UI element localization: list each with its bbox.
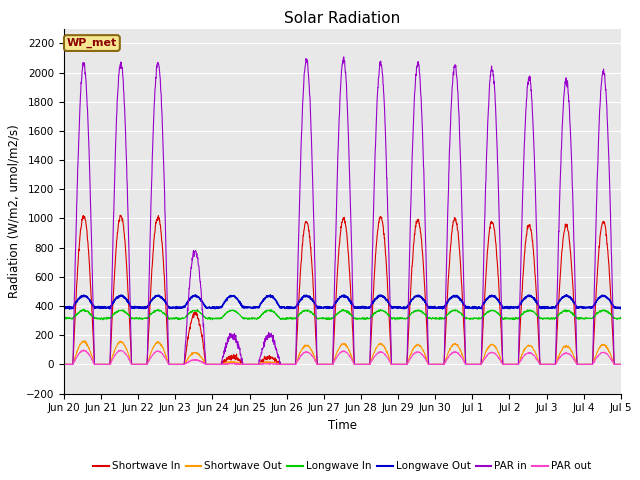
Longwave In [359,316,367,322]
Line: Shortwave Out: Shortwave Out [64,341,621,364]
Shortwave Out [216,361,223,367]
Longwave Out [66,306,74,312]
Longwave In [60,316,68,322]
Shortwave In [371,265,379,271]
Longwave Out [371,298,379,303]
Title: Solar Radiation: Solar Radiation [284,11,401,26]
Shortwave Out [371,348,379,354]
Longwave Out [568,296,576,302]
Shortwave In [504,361,512,367]
Shortwave In [359,361,367,367]
Shortwave Out [568,348,575,354]
PAR out [60,361,68,367]
PAR in [584,361,591,367]
Longwave Out [584,305,591,311]
Longwave In [99,317,106,323]
Shortwave Out [81,338,89,344]
Line: Shortwave In: Shortwave In [64,215,621,364]
X-axis label: Time: Time [328,419,357,432]
Line: PAR in: PAR in [64,57,621,364]
Y-axis label: Radiation (W/m2, umol/m2/s): Radiation (W/m2, umol/m2/s) [7,124,20,298]
PAR in [216,361,223,367]
PAR out [584,361,591,367]
Shortwave Out [504,361,512,367]
Shortwave In [116,212,124,218]
Longwave Out [563,292,570,298]
PAR in [568,163,575,169]
Longwave In [216,315,223,321]
Line: PAR out: PAR out [64,350,621,364]
PAR out [216,361,223,367]
PAR out [504,361,512,367]
Line: Longwave In: Longwave In [64,309,621,320]
Longwave Out [359,303,367,309]
Shortwave In [60,361,68,367]
PAR out [359,361,367,367]
Shortwave Out [584,361,591,367]
PAR in [340,54,348,60]
PAR out [568,354,575,360]
Longwave In [505,315,513,321]
PAR in [504,361,512,367]
Shortwave Out [617,361,625,367]
Shortwave In [568,267,575,273]
PAR out [617,361,625,367]
Text: WP_met: WP_met [67,38,117,48]
PAR in [359,361,367,367]
Longwave Out [216,304,223,310]
PAR in [60,361,68,367]
Shortwave Out [359,361,367,367]
Longwave In [80,306,88,312]
Longwave In [584,315,591,321]
PAR out [80,347,88,353]
Longwave In [371,310,379,316]
Legend: Shortwave In, Shortwave Out, Longwave In, Longwave Out, PAR in, PAR out: Shortwave In, Shortwave Out, Longwave In… [89,457,596,476]
PAR in [371,166,379,171]
Longwave Out [617,306,625,312]
PAR in [617,361,625,367]
Shortwave In [617,361,625,367]
Shortwave In [216,361,223,367]
Shortwave Out [60,361,68,367]
Line: Longwave Out: Longwave Out [64,295,621,309]
PAR out [371,353,379,359]
Longwave In [568,310,576,315]
Longwave In [617,314,625,320]
Shortwave In [584,361,591,367]
Longwave Out [60,305,68,311]
Longwave Out [504,306,512,312]
